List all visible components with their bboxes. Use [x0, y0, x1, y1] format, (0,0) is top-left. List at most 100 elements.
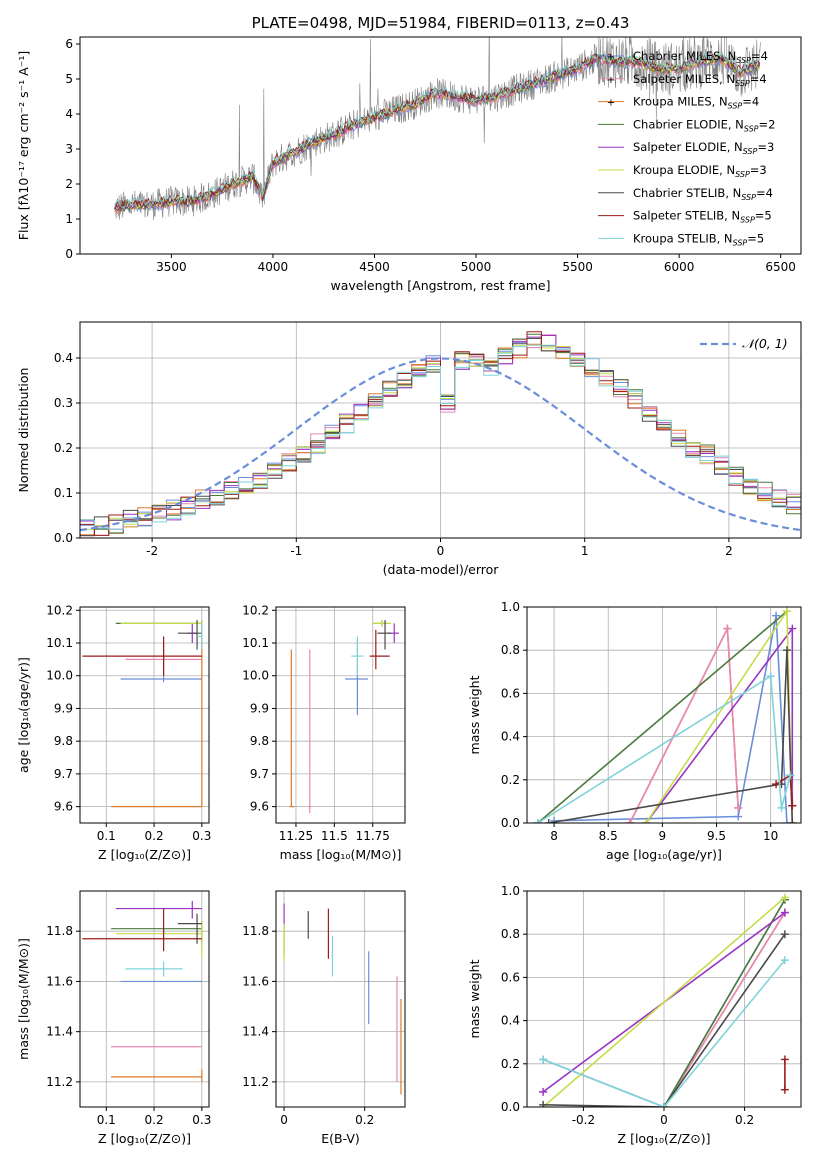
legend-entry: 𝒩(0, 1)	[742, 336, 788, 351]
series-green	[537, 610, 788, 823]
legend-entry: Chabrier ELODIE, NSSP=2	[633, 117, 775, 133]
point-marker	[660, 1103, 668, 1107]
series-green	[663, 899, 786, 1107]
series-dark	[548, 650, 794, 823]
y-tick-label: 0.4	[54, 351, 73, 365]
y-tick-label: 11.2	[46, 1075, 73, 1089]
x-axis-label: mass [log₁₀(M/M⊙)]	[280, 847, 402, 862]
point-marker	[544, 819, 553, 823]
x-axis-label: E(B-V)	[321, 1131, 360, 1146]
series-cyan	[537, 674, 791, 823]
x-tick-label: 3500	[156, 260, 187, 274]
series-blue	[554, 615, 788, 823]
axes-frame	[79, 321, 802, 539]
x-tick-label: -1	[290, 544, 302, 558]
y-axis-label: Flux [fλ10⁻¹⁷ erg cm⁻² s⁻¹ A⁻¹]	[16, 51, 31, 240]
x-tick-label: 0	[660, 1113, 668, 1127]
y-tick-label: 10.2	[242, 603, 269, 617]
y-tick-label: 9.6	[54, 800, 73, 814]
y-tick-label: 11.4	[242, 1025, 269, 1039]
y-tick-label: 1.0	[501, 884, 520, 898]
point-marker	[782, 607, 791, 616]
y-tick-label: 0.0	[54, 531, 73, 545]
x-tick-label: 11.5	[321, 829, 348, 843]
x-tick-label: 0.2	[145, 1113, 164, 1127]
y-tick-label: 9.9	[54, 701, 73, 715]
axes-weight-vs-age: 8 8.5 9 9.5 10 0.0 0.2 0.4 0.6 0.8 1.0 age [log₁₀(a…	[467, 600, 802, 862]
axes-frame	[79, 606, 210, 824]
x-tick-label: 4000	[258, 260, 289, 274]
axes-weight-vs-Z: -0.2 0 0.2 0.0 0.2 0.4 0.6 0.8 1.0 Z [log₁₀(Z/Z⊙)…	[467, 884, 802, 1146]
series-yellow	[542, 896, 786, 1107]
y-tick-label: 11.6	[46, 974, 73, 988]
x-tick-label: 0.2	[355, 1113, 374, 1127]
y-tick-label: 11.2	[242, 1075, 269, 1089]
y-tick-label: 0.1	[54, 486, 73, 500]
y-tick-label: 0	[65, 247, 73, 261]
plot-area-spectrum	[114, 37, 761, 221]
axes-frame	[526, 890, 802, 1108]
plot-area-mass-vs-EBV	[276, 891, 405, 1107]
x-tick-label: 11.25	[279, 829, 313, 843]
y-tick-label: 0.2	[501, 1057, 520, 1071]
y-tick-label: 10.1	[46, 636, 73, 650]
y-tick-label: 9.6	[250, 800, 269, 814]
point-marker	[780, 893, 789, 902]
point-marker	[780, 1055, 789, 1064]
legend-marker: +	[607, 98, 615, 109]
axes-residuals: -2 -1 0 1 2 0.0 0.1 0.2 0.3 0.4 (data-model)/error…	[16, 321, 802, 577]
y-tick-label: 9.7	[54, 767, 73, 781]
y-tick-label: 5	[65, 72, 73, 86]
y-tick-label: 9.8	[54, 734, 73, 748]
y-tick-label: 0.3	[54, 396, 73, 410]
point-marker	[766, 672, 775, 681]
axes-frame	[275, 890, 406, 1108]
point-marker	[723, 624, 732, 633]
x-tick-label: 10	[763, 829, 778, 843]
x-axis-label: wavelength [Angstrom, rest frame]	[330, 278, 550, 293]
x-tick-label: 0.3	[192, 1113, 211, 1127]
chart-title: PLATE=0498, MJD=51984, FIBERID=0113, z=0…	[252, 14, 630, 32]
histogram-cyan	[80, 344, 801, 530]
x-tick-label: -2	[146, 544, 158, 558]
y-axis-label: Normed distribution	[16, 368, 31, 493]
axes-frame	[526, 606, 802, 824]
axes-frame	[79, 36, 802, 255]
point-marker	[533, 819, 542, 823]
y-axis-label: mass weight	[467, 675, 482, 754]
point-marker	[782, 646, 791, 655]
y-tick-label: 3	[65, 142, 73, 156]
y-axis-label: age [log₁₀(age/yr)]	[16, 657, 31, 773]
point-marker	[734, 812, 743, 821]
y-tick-label: 11.8	[46, 924, 73, 938]
legend-entry: Chabrier MILES, NSSP=4	[633, 49, 768, 65]
legend-entry: Salpeter STELIB, NSSP=5	[633, 209, 772, 225]
point-marker	[772, 611, 781, 620]
x-tick-label: 6500	[765, 260, 796, 274]
x-axis-label: Z [log₁₀(Z/Z⊙)]	[98, 1131, 191, 1146]
x-tick-label: 1	[581, 544, 589, 558]
point-marker	[780, 908, 789, 917]
point-marker	[780, 1085, 789, 1094]
legend-marker: +	[607, 75, 615, 86]
axes-frame	[275, 606, 406, 824]
plot-area-weight-vs-age	[527, 607, 801, 823]
point-marker	[734, 803, 743, 812]
x-tick-label: 8.5	[599, 829, 618, 843]
y-tick-label: 0.6	[501, 686, 520, 700]
y-tick-label: 1.0	[501, 600, 520, 614]
y-tick-label: 0.8	[501, 927, 520, 941]
axes-frame	[79, 890, 210, 1108]
point-marker	[788, 801, 797, 810]
y-tick-label: 10.0	[242, 669, 269, 683]
x-tick-label: 0	[280, 1113, 288, 1127]
legend-marker: +	[607, 52, 615, 63]
point-marker	[780, 956, 789, 965]
point-marker	[782, 819, 791, 823]
x-tick-label: 0.3	[192, 829, 211, 843]
y-tick-label: 1	[65, 212, 73, 226]
model-spectrum-cyan	[114, 51, 760, 209]
x-tick-label: 2	[725, 544, 733, 558]
y-tick-label: 10.0	[46, 669, 73, 683]
y-tick-label: 11.8	[242, 924, 269, 938]
